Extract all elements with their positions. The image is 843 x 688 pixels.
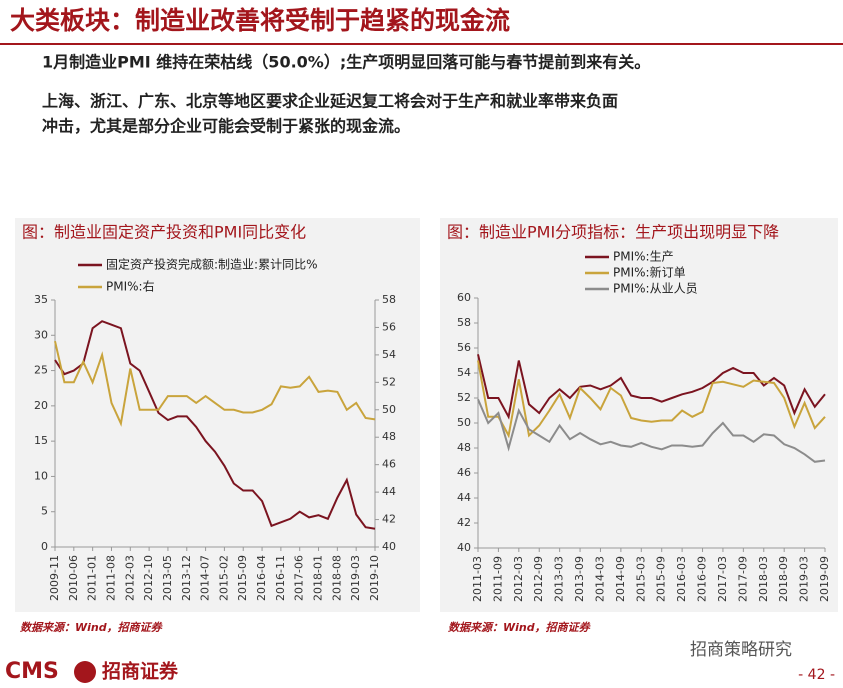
x-tick-label: 2018-09 [777,556,790,602]
chart-title: 图：制造业固定资产投资和PMI同比变化 [22,223,306,242]
x-tick-label: 2016-03 [675,556,688,602]
y2-tick-label: 50 [382,403,396,416]
x-tick-label: 2013-09 [573,556,586,602]
x-tick-label: 2018-03 [757,556,770,602]
source: 数据来源：Wind，招商证券 [20,621,163,634]
x-tick-label: 2015-03 [634,556,647,602]
paragraph: 1月制造业PMI 维持在荣枯线（50.0%）;生产项明显回落可能与春节提前到来有… [42,53,650,72]
y-tick-label: 56 [457,341,471,354]
y-tick-label: 5 [41,505,48,518]
x-tick-label: 2012-03 [123,555,136,601]
page-number: - 42 - [798,667,835,683]
x-tick-label: 2013-03 [553,556,566,602]
x-tick-label: 2013-05 [161,555,174,601]
x-tick-label: 2013-12 [180,555,193,601]
chart-title: 图：制造业PMI分项指标：生产项出现明显下降 [447,223,779,242]
series-line [54,320,376,530]
paragraph: 上海、浙江、广东、北京等地区要求企业延迟复工将会对于生产和就业率带来负面 [42,92,618,111]
y-tick-label: 15 [34,434,48,447]
x-tick-label: 2015-09 [655,556,668,602]
legend-label: 固定资产投资完成额:制造业:累计同比% [106,257,318,272]
x-tick-label: 2018-08 [330,555,343,601]
y-tick-label: 48 [457,441,471,454]
y2-tick-label: 44 [382,485,396,498]
x-tick-label: 2014-09 [614,556,627,602]
y-tick-label: 10 [34,469,48,482]
y-tick-label: 20 [34,399,48,412]
x-tick-label: 2016-04 [255,555,268,601]
y2-tick-label: 52 [382,375,396,388]
x-tick-label: 2014-07 [199,555,212,601]
y-tick-label: 58 [457,316,471,329]
x-tick-label: 2011-08 [104,555,117,601]
y-tick-label: 46 [457,466,471,479]
y-tick-label: 50 [457,416,471,429]
x-tick-label: 2011-01 [86,555,99,601]
slide-title: 大类板块：制造业改善将受制于趋紧的现金流 [10,6,510,35]
y-tick-label: 42 [457,516,471,529]
x-tick-label: 2019-03 [798,556,811,602]
x-tick-label: 2010-06 [67,555,80,601]
panel [440,218,838,612]
x-tick-label: 2014-03 [593,556,606,602]
y-tick-label: 52 [457,391,471,404]
y-tick-label: 44 [457,491,471,504]
series-line [477,360,826,439]
legend-label: PMI%:新订单 [613,265,686,280]
watermark: 招商策略研究 [690,640,792,660]
paragraph: 冲击，尤其是部分企业可能会受制于紧张的现金流。 [42,117,410,136]
x-tick-label: 2018-01 [312,555,325,601]
logo-mark [74,661,96,683]
y2-tick-label: 40 [382,540,396,553]
y-tick-label: 25 [34,364,48,377]
y-tick-label: 60 [457,291,471,304]
series-line [54,340,376,427]
x-tick-label: 2009-11 [48,555,61,601]
logo: CMS [5,659,59,684]
x-tick-label: 2016-09 [696,556,709,602]
x-tick-label: 2019-09 [818,556,831,602]
x-tick-label: 2016-11 [274,555,287,601]
legend-label: PMI%:右 [106,279,155,294]
brand: 招商证券 [102,660,179,683]
source: 数据来源：Wind，招商证券 [448,621,591,634]
x-tick-label: 2012-09 [532,556,545,602]
y2-tick-label: 56 [382,320,396,333]
y2-tick-label: 58 [382,293,396,306]
legend-label: PMI%:生产 [613,250,674,264]
x-tick-label: 2017-06 [293,555,306,601]
y2-tick-label: 46 [382,458,396,471]
x-tick-label: 2015-09 [236,555,249,601]
series-line [477,398,826,463]
y2-tick-label: 42 [382,513,396,526]
legend-label: PMI%:从业人员 [613,282,698,296]
y-tick-label: 35 [34,293,48,306]
x-tick-label: 2017-03 [716,556,729,602]
x-tick-label: 2019-10 [368,555,381,601]
y-tick-label: 30 [34,328,48,341]
x-tick-label: 2017-09 [736,556,749,602]
y2-tick-label: 48 [382,430,396,443]
panel [15,218,420,612]
x-tick-label: 2019-03 [349,555,362,601]
y-tick-label: 40 [457,541,471,554]
x-tick-label: 2012-10 [142,555,155,601]
x-tick-label: 2011-03 [471,556,484,602]
y-tick-label: 54 [457,366,471,379]
y-tick-label: 0 [41,540,48,553]
x-tick-label: 2011-09 [491,556,504,602]
x-tick-label: 2012-03 [512,556,525,602]
x-tick-label: 2015-02 [217,555,230,601]
y2-tick-label: 54 [382,348,396,361]
